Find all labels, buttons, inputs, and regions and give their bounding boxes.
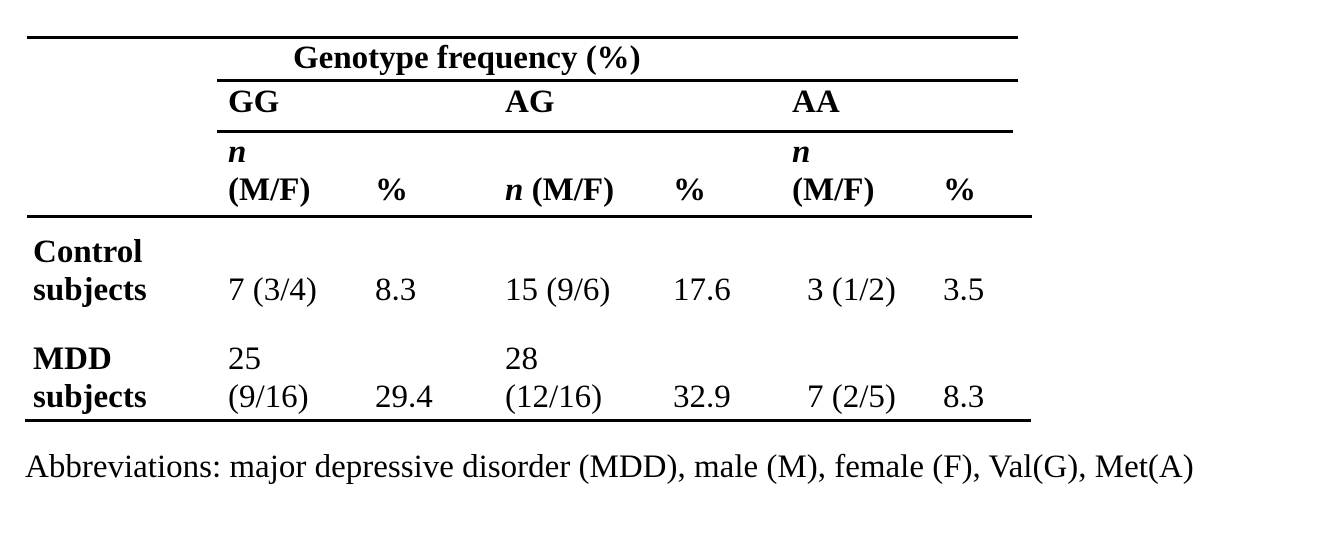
empty-cell (27, 79, 218, 133)
col-header-n-mf-aa: n (M/F) (782, 133, 933, 218)
row-label-mdd: MDD subjects (33, 341, 147, 415)
spanner-underline-rule (217, 79, 1018, 82)
col-header-pct-ag: % (673, 172, 706, 208)
n-italic-label: n (228, 134, 247, 170)
cell-mdd-ag-pct: 32.9 (673, 379, 731, 415)
row-label-control: Control subjects (33, 234, 147, 308)
cell-control-aa-n: 3 (1/2) (807, 272, 896, 308)
group-header-aa: AA (792, 84, 840, 120)
group-header-ag: AG (505, 84, 555, 120)
spanner-label: Genotype frequency (%) (293, 40, 641, 76)
cell-mdd-aa-n: 7 (2/5) (807, 379, 896, 415)
n-italic-label: n (792, 134, 811, 170)
mf-label: (M/F) (531, 172, 615, 208)
cell-control-gg-pct: 8.3 (375, 272, 417, 308)
mf-label: (M/F) (228, 172, 311, 208)
n-italic-label: n (505, 172, 524, 208)
col-header-n-mf-gg: n (M/F) (218, 133, 365, 218)
group-header-gg: GG (228, 84, 280, 120)
header-bottom-rule (27, 215, 1032, 218)
cell-mdd-aa-pct: 8.3 (943, 379, 985, 415)
control-subjects-row: Control subjects 7 (3/4) 8.3 15 (9/6) 17… (27, 218, 1031, 321)
genotype-groups-underline-rule (217, 130, 1013, 133)
cell-control-gg-n: 7 (3/4) (228, 272, 317, 308)
table-bottom-rule (25, 419, 1031, 422)
abbreviations-note: Abbreviations: major depressive disorder… (25, 449, 1194, 485)
mf-label: (M/F) (792, 172, 875, 208)
col-header-n-mf-ag: n (M/F) (495, 133, 663, 218)
cell-mdd-gg-n: 25 (9/16) (228, 341, 309, 415)
cell-control-ag-n: 15 (9/6) (505, 272, 611, 308)
col-header-pct-aa: % (943, 172, 976, 208)
cell-mdd-gg-pct: 29.4 (375, 379, 433, 415)
empty-corner-cell (27, 36, 218, 79)
genotype-groups-row: GG AG AA (27, 79, 1031, 133)
cell-control-aa-pct: 3.5 (943, 272, 985, 308)
cell-control-ag-pct: 17.6 (673, 272, 731, 308)
column-headers-row: n (M/F) % n (M/F) % n (M/F) % (27, 133, 1031, 218)
col-header-pct-gg: % (375, 172, 408, 208)
genotype-frequency-table: Genotype frequency (%) GG AG AA n (M/F) %… (27, 36, 1031, 422)
mdd-subjects-row: MDD subjects 25 (9/16) 29.4 28 (12/16) 3… (27, 321, 1031, 422)
table-top-rule (27, 36, 1018, 39)
cell-mdd-ag-n: 28 (12/16) (505, 341, 603, 415)
empty-cell (27, 133, 218, 218)
spanner-row: Genotype frequency (%) (27, 36, 1031, 79)
